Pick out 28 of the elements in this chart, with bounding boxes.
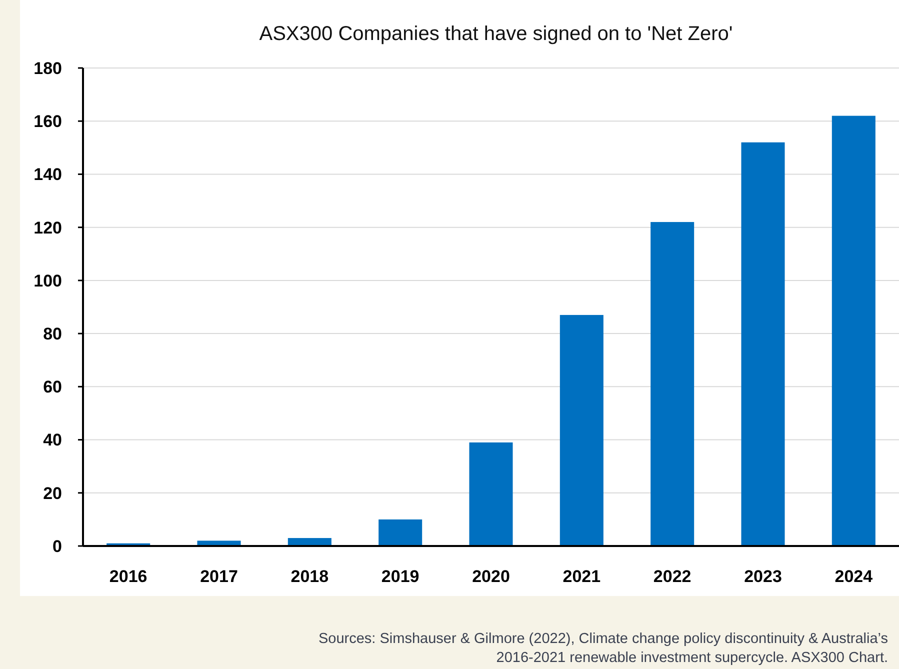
x-tick-label: 2023 (744, 567, 782, 586)
source-note: Sources: Simshauser & Gilmore (2022), Climate change policy discontinuity & Australia’s (318, 631, 888, 647)
y-tick-label: 80 (43, 324, 62, 344)
x-tick-label: 2018 (290, 567, 329, 586)
x-tick-label: 2020 (472, 567, 510, 586)
y-tick-label: 60 (43, 378, 62, 397)
bar (469, 442, 513, 546)
y-tick-label: 140 (34, 165, 62, 184)
y-tick-label: 40 (43, 430, 62, 450)
bar (650, 222, 694, 546)
x-tick-label: 2024 (834, 567, 874, 586)
x-tick-label: 2017 (200, 567, 238, 586)
x-tick-label: 2016 (109, 567, 148, 586)
bar (378, 519, 422, 546)
y-tick-label: 160 (34, 112, 62, 132)
y-tick-label: 100 (34, 271, 62, 290)
bar (560, 314, 604, 546)
y-tick-label: 20 (43, 484, 62, 503)
x-tick-label: 2022 (653, 567, 692, 586)
chart-title: ASX300 Companies that have signed on to 'Net Zero' (259, 23, 733, 45)
bar (832, 116, 876, 546)
y-tick-label: 120 (34, 218, 62, 238)
x-tick-label: 2019 (381, 567, 420, 586)
x-tick-label: 2021 (562, 567, 601, 586)
y-tick-label: 0 (52, 536, 62, 556)
bar (741, 142, 785, 546)
y-tick-label: 180 (34, 58, 62, 78)
text: 2016-2021 renewable investment supercycle. ASX300 Chart. (496, 650, 888, 666)
